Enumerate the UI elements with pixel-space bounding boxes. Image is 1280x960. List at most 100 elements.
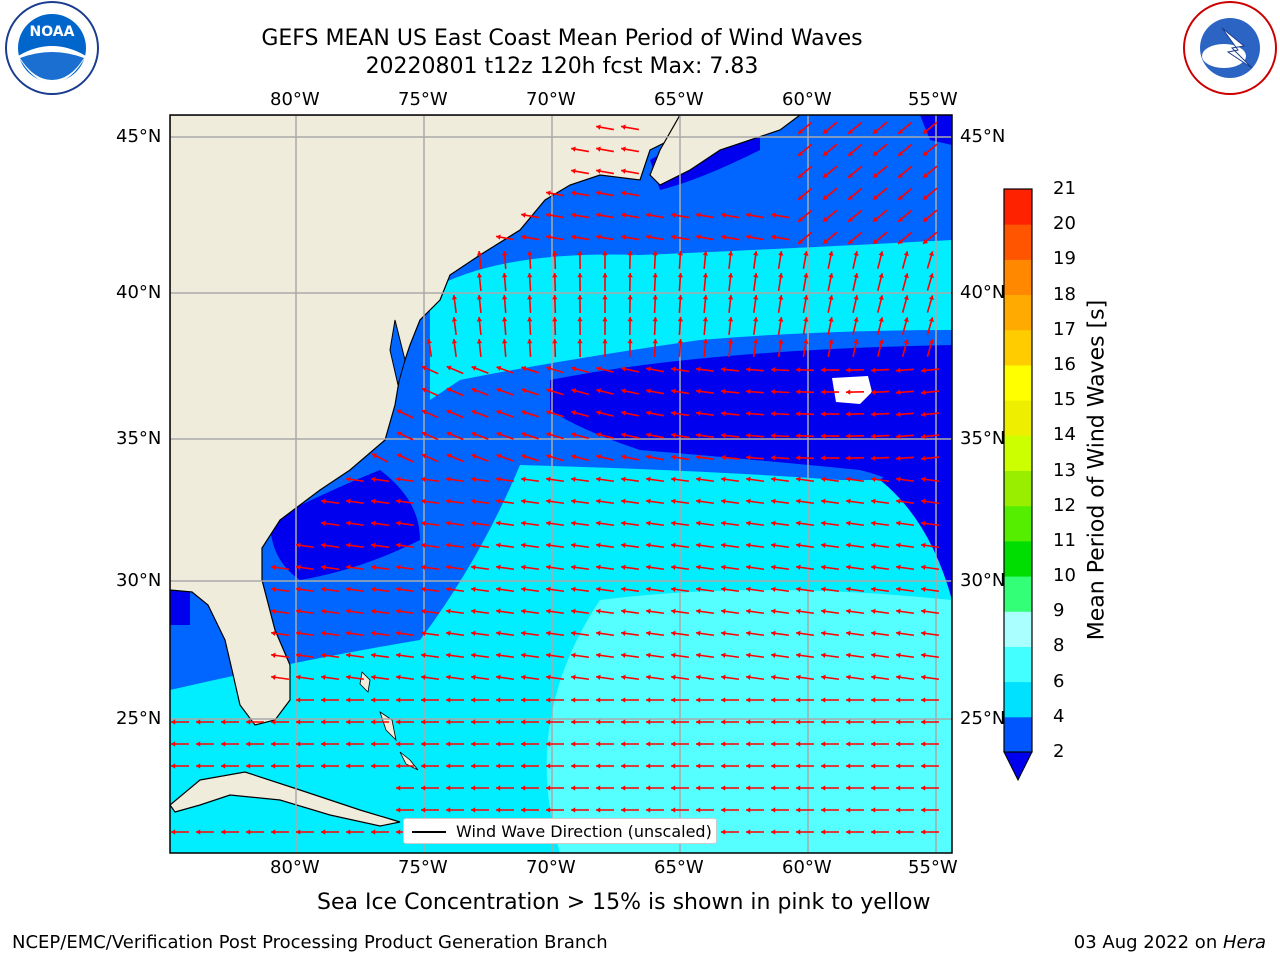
wind-arrow-head: [396, 498, 401, 504]
wind-arrow-head: [471, 741, 476, 747]
wind-arrow-head: [396, 608, 401, 614]
colorbar-tick-label: 20: [1053, 213, 1076, 235]
wind-arrow-head: [521, 409, 527, 416]
wind-arrow-head: [546, 697, 551, 703]
footer-date: 03 Aug 2022 on Hera: [1074, 932, 1266, 953]
wind-arrow-head: [896, 674, 901, 680]
wind-arrow-head: [346, 520, 351, 526]
wind-arrow-head: [621, 652, 626, 658]
lat-label-left: 35°N: [116, 428, 162, 449]
wind-arrow-head: [396, 741, 401, 747]
wind-arrow-head: [621, 168, 626, 174]
wind-arrow-head: [746, 807, 751, 813]
wind-arrow-head: [646, 520, 651, 526]
colorbar-segment: [1004, 576, 1032, 612]
wind-arrow-head: [296, 586, 301, 592]
wind-arrow-head: [596, 168, 601, 174]
wind-arrow-head: [921, 498, 926, 504]
wind-arrow-head: [721, 476, 726, 482]
wind-arrow-head: [321, 674, 326, 680]
wind-arrow-head: [796, 807, 801, 813]
wind-arrow-head: [896, 697, 901, 703]
wind-arrow-head: [898, 151, 904, 156]
wind-arrow-head: [496, 719, 501, 725]
wind-arrow-head: [501, 317, 508, 322]
wind-arrow-head: [671, 586, 676, 592]
wind-arrow-head: [496, 586, 501, 592]
wind-arrow-head: [871, 433, 876, 439]
wind-arrow-head: [702, 251, 709, 256]
wind-arrow-head: [896, 367, 901, 374]
wind-arrow-head: [771, 763, 776, 769]
wind-arrow-head: [721, 234, 726, 240]
wind-arrow-head: [371, 697, 376, 703]
wind-arrow-head: [596, 190, 601, 196]
wind-arrow-head: [821, 542, 826, 548]
wind-arrow-head: [596, 410, 601, 416]
wind-arrow-head: [296, 719, 301, 725]
wind-arrow-head: [828, 339, 834, 344]
wind-arrow-head: [371, 763, 376, 769]
wind-arrow-head: [671, 785, 676, 791]
wind-arrow-head: [421, 453, 427, 459]
wind-arrow-head: [221, 719, 226, 725]
wind-arrow-head: [746, 388, 751, 395]
wind-arrow-head: [796, 829, 801, 835]
wind-arrow-head: [321, 542, 326, 548]
wind-arrow-head: [646, 542, 651, 548]
wind-arrow-head: [321, 697, 326, 703]
wind-arrow-head: [451, 295, 458, 300]
map-title: GEFS MEAN US East Coast Mean Period of W…: [261, 26, 863, 51]
wind-arrow-head: [898, 173, 904, 178]
wind-arrow-head: [878, 317, 884, 323]
wind-arrow-head: [446, 652, 451, 658]
wind-arrow-head: [621, 454, 626, 460]
wind-arrow-head: [571, 168, 576, 174]
wind-arrow-head: [677, 339, 684, 344]
wind-arrow-head: [828, 251, 834, 256]
wind-arrow-head: [871, 476, 876, 482]
colorbar-frame: [1003, 188, 1033, 753]
wind-arrow-head: [828, 317, 834, 322]
colorbar-segment: [1004, 540, 1032, 577]
colorbar-segment: [1004, 189, 1032, 225]
wind-arrow-head: [846, 807, 851, 813]
wind-arrow-head: [778, 251, 784, 256]
wind-arrow-head: [771, 564, 776, 570]
wind-arrow-head: [571, 410, 577, 416]
wind-arrow-head: [821, 411, 826, 417]
wind-arrow-head: [271, 564, 276, 570]
wind-arrow-head: [371, 829, 376, 835]
wind-arrow-head: [621, 630, 626, 636]
colorbar-tick-label: 19: [1053, 248, 1076, 270]
wind-arrow-head: [746, 719, 751, 725]
wind-arrow-head: [396, 520, 401, 526]
wind-arrow-head: [521, 542, 526, 548]
wind-arrow-head: [296, 652, 301, 658]
wind-arrow-head: [321, 498, 326, 504]
wind-arrow-head: [496, 785, 501, 791]
wind-arrow-head: [346, 719, 351, 725]
wind-arrow-head: [727, 295, 734, 300]
wind-arrow-head: [646, 630, 651, 636]
wind-arrow-head: [871, 367, 876, 373]
wind-arrow-head: [921, 586, 926, 592]
wind-arrow-head: [521, 234, 526, 240]
wind-arrow-head: [476, 273, 483, 278]
wind-arrow-head: [796, 411, 801, 417]
colorbar-tick-label: 4: [1053, 705, 1065, 727]
wind-arrow-head: [446, 630, 451, 636]
legend-label: Wind Wave Direction (unscaled): [456, 822, 712, 841]
wind-arrow-head: [346, 542, 351, 548]
wind-arrow-head: [821, 367, 826, 373]
wind-arrow-head: [621, 719, 626, 725]
wind-arrow-head: [476, 295, 483, 300]
wind-arrow-head: [873, 217, 879, 222]
wind-arrow-head: [896, 520, 901, 526]
wind-arrow-head: [221, 741, 226, 747]
wind-arrow-head: [546, 719, 551, 725]
wind-arrow-head: [596, 388, 601, 394]
footer-date-text: 03 Aug 2022 on: [1073, 932, 1223, 953]
wind-arrow-head: [746, 741, 751, 747]
wind-arrow-head: [451, 317, 458, 322]
